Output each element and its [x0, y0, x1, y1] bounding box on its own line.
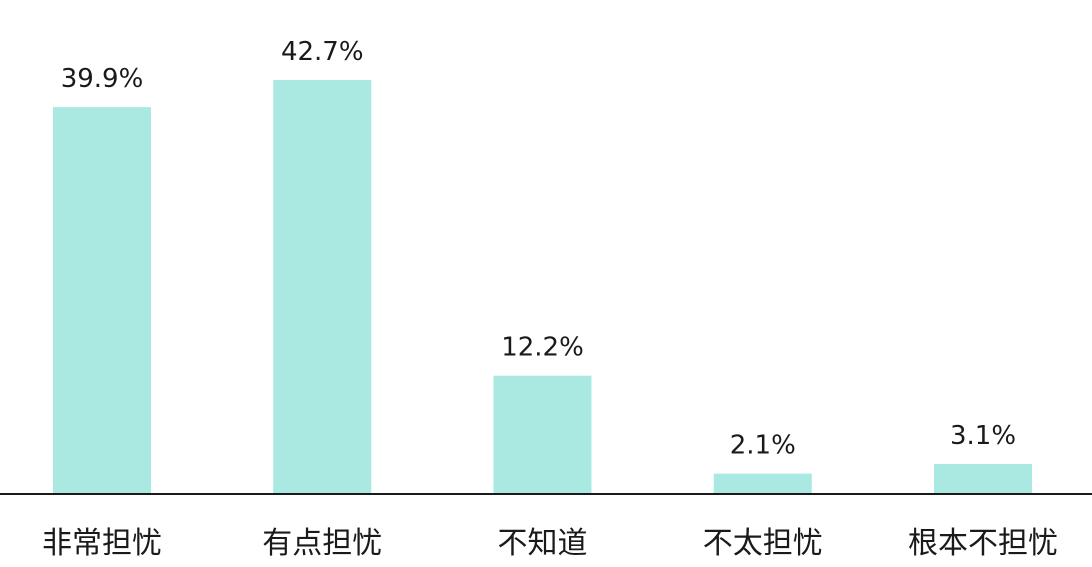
bar-2: [273, 80, 372, 494]
value-label-5: 3.1%: [950, 421, 1016, 451]
bars-layer: [53, 80, 1032, 495]
bar-4: [713, 473, 812, 494]
category-label-3: 不知道: [498, 526, 588, 561]
category-label-2: 有点担忧: [262, 526, 382, 561]
value-label-3: 12.2%: [501, 333, 584, 363]
value-labels-layer: 39.9% 42.7% 12.2% 2.1% 3.1%: [61, 37, 1016, 461]
value-label-4: 2.1%: [730, 431, 796, 461]
category-labels-layer: 非常担忧 有点担忧 不知道 不太担忧 根本不担忧: [42, 526, 1058, 561]
category-label-4: 不太担忧: [703, 526, 823, 561]
category-label-5: 根本不担忧: [908, 526, 1058, 561]
bar-5: [934, 463, 1032, 494]
value-label-1: 39.9%: [61, 64, 144, 94]
value-label-2: 42.7%: [281, 37, 364, 67]
bar-3: [493, 375, 592, 494]
bar-1: [53, 107, 151, 495]
category-label-1: 非常担忧: [42, 526, 162, 561]
